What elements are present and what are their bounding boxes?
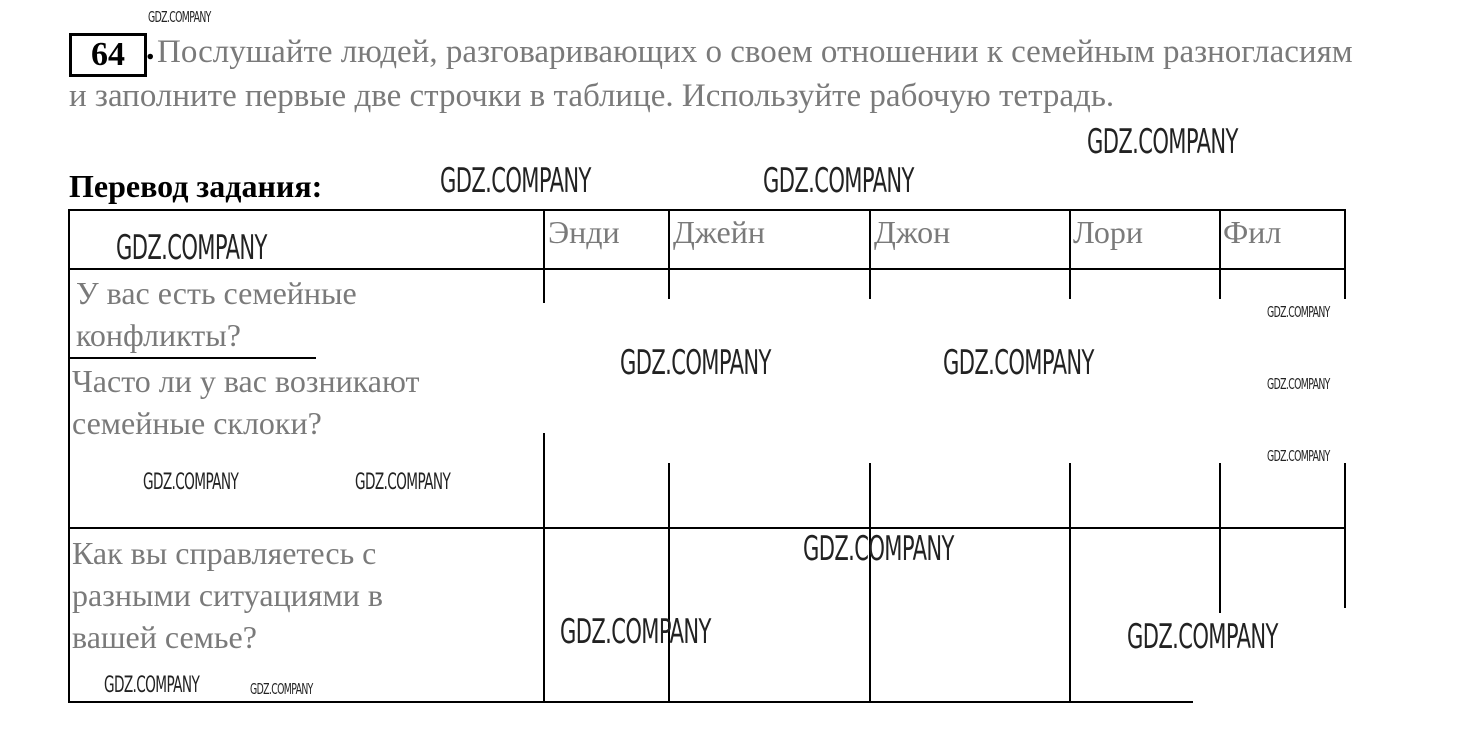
column-header-jane: Джейн xyxy=(673,214,765,250)
watermark: GDZ.COMPANY xyxy=(620,343,771,383)
table-row-divider xyxy=(68,527,1346,529)
watermark: GDZ.COMPANY xyxy=(355,470,451,495)
watermark: GDZ.COMPANY xyxy=(148,8,211,26)
column-header-andy: Энди xyxy=(548,214,620,250)
translation-heading: Перевод задания: xyxy=(69,168,323,204)
column-header-phil: Фил xyxy=(1223,214,1282,250)
watermark: GDZ.COMPANY xyxy=(943,343,1094,383)
table-border-right xyxy=(1344,209,1346,299)
row-question-1: У вас есть семейные конфликты? xyxy=(76,275,357,353)
column-divider xyxy=(869,463,871,703)
column-divider xyxy=(1069,463,1071,703)
watermark: GDZ.COMPANY xyxy=(1127,617,1278,657)
row-question-3: Как вы справляетесь с разными ситуациями… xyxy=(72,535,383,655)
column-header-john: Джон xyxy=(874,214,951,250)
column-divider xyxy=(1069,209,1071,299)
table-border-right xyxy=(1344,463,1346,608)
column-divider xyxy=(668,209,670,299)
exercise-number: 64 xyxy=(69,33,147,77)
table-border-left xyxy=(68,209,70,703)
task-instruction: Послушайте людей, разговаривающих о свое… xyxy=(69,34,1353,114)
watermark: GDZ.COMPANY xyxy=(1087,122,1238,162)
column-divider xyxy=(543,433,545,703)
table-border-bottom xyxy=(68,701,1193,703)
watermark: GDZ.COMPANY xyxy=(1267,375,1330,393)
watermark: GDZ.COMPANY xyxy=(803,529,954,569)
watermark: GDZ.COMPANY xyxy=(116,228,267,268)
watermark: GDZ.COMPANY xyxy=(104,673,200,698)
watermark: GDZ.COMPANY xyxy=(143,470,239,495)
watermark: GDZ.COMPANY xyxy=(560,612,711,652)
exercise-number-dot: . xyxy=(146,30,155,67)
column-header-lori: Лори xyxy=(1073,214,1144,250)
watermark: GDZ.COMPANY xyxy=(1267,447,1330,465)
watermark: GDZ.COMPANY xyxy=(763,161,914,201)
watermark: GDZ.COMPANY xyxy=(1267,303,1330,321)
column-divider xyxy=(543,209,545,303)
column-divider xyxy=(668,463,670,703)
table-row-divider xyxy=(68,268,1346,270)
table-border-top xyxy=(68,209,1346,211)
watermark: GDZ.COMPANY xyxy=(440,161,591,201)
column-divider xyxy=(1219,209,1221,299)
column-divider xyxy=(869,209,871,299)
watermark: GDZ.COMPANY xyxy=(250,680,313,698)
column-divider xyxy=(1219,463,1221,613)
table-row-divider-partial xyxy=(68,357,316,359)
row-question-2: Часто ли у вас возникают семейные склоки… xyxy=(72,363,420,441)
